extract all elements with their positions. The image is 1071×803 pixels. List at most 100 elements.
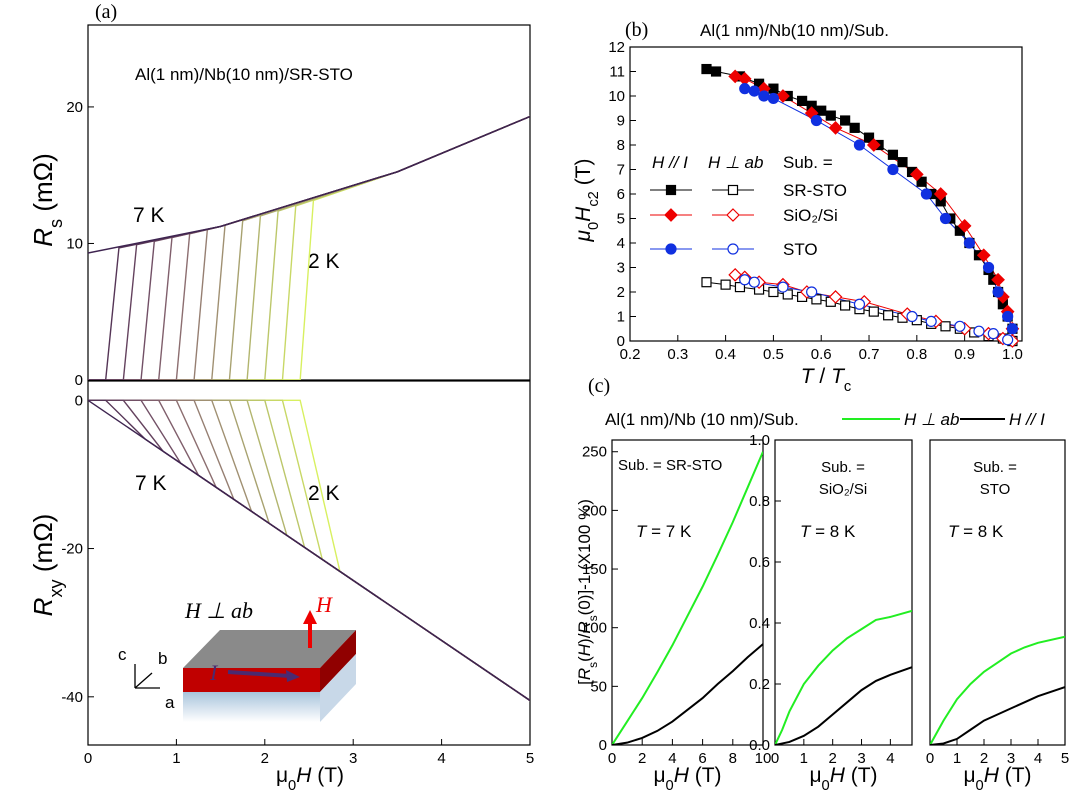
label-part: 0 [976,778,984,794]
label-part: (T) [689,764,722,787]
label-part: [ [575,680,594,685]
y-tick-label: 0.6 [749,554,770,571]
x-tick-label: 4 [668,750,676,767]
annotation: SiO₂/Si [819,481,867,498]
label-part: H [830,764,846,787]
label-part: = 7 K [646,522,692,541]
series-line [612,451,763,745]
label-part: R [28,598,58,617]
marker [982,261,995,274]
y-tick-label: 1.0 [749,432,770,449]
y-tick-label: 150 [582,561,607,578]
plot-frame [87,24,531,381]
series-group [612,451,763,745]
series-line [930,686,1065,745]
annotation: T = 7 K [636,522,692,541]
annotation: T = 8 K [800,522,856,541]
annotation: Al(1 nm)/Nb(10 nm)/SR-STO [135,65,353,84]
y-tick-label: 0.4 [749,615,770,632]
label-part: 0 [822,778,830,794]
substrate [183,692,320,722]
label-part: T [636,522,648,541]
plot-frame [929,439,1066,746]
label-part: μ [963,764,975,787]
label-part: H [984,764,1000,787]
marker [940,321,951,332]
marker [810,114,823,127]
label-part: μ [653,764,665,787]
x-tick-label: 2 [980,750,988,767]
x-axis-label: μ0H (T) [809,764,877,794]
x-tick-label: 2 [261,750,269,767]
inset: H ⊥ ab c b a I H [118,592,356,722]
chart-title: Al(1 nm)/Nb (10 nm)/Sub. [605,410,799,429]
marker [897,157,908,168]
marker [957,219,972,233]
label-part: μ [276,764,288,787]
legend-label: H // I [1009,410,1045,429]
label-part: H [572,206,595,222]
x-tick-label: 0.5 [763,346,784,363]
axes-triad [134,664,160,689]
marker [992,286,1004,298]
y-axis-label: Rs (mΩ) [28,153,66,247]
annotation: T = 8 K [948,522,1004,541]
x-tick-label: 4 [1034,750,1042,767]
y-tick-label: 100 [582,620,607,637]
marker [758,90,770,102]
marker [920,188,932,200]
marker [828,121,843,135]
x-tick-label: 8 [729,750,737,767]
x-tick-label: 0.7 [859,346,880,363]
y-tick-label: 200 [582,502,607,519]
marker [728,69,743,84]
series-group [930,635,1065,745]
marker [973,325,985,337]
legend-marker [665,184,677,196]
label-part: R [575,668,594,680]
x-tick-label: 4 [437,750,445,767]
y-tick-label: 0 [599,737,607,754]
y-axis-label: Rxy (mΩ) [28,514,66,617]
label-part: c [844,379,851,395]
marker [963,237,976,249]
marker [816,105,827,116]
x-tick-label: 0.8 [906,346,927,363]
x-tick-label: 0 [771,750,779,767]
marker [991,272,1005,287]
current-arrowhead [286,670,300,682]
marker [806,286,818,298]
label-part: s [46,219,66,228]
label-part: (mΩ) [28,153,58,219]
y-tick-label: 10 [66,235,83,252]
label-part: c2 [586,191,602,207]
y-tick-label: 8 [617,137,625,154]
y-tick-label: -40 [61,689,83,706]
annotation: 7 K [135,472,167,495]
series-group [775,609,912,745]
label-part: T [948,522,960,541]
label-part: (T) [845,764,878,787]
y-tick-label: 1 [617,309,625,326]
annotation: H ⊥ ab [184,598,253,623]
series-line [88,399,530,702]
marker [796,95,808,107]
annotation: a [165,693,175,712]
legend-marker [726,208,740,222]
marker [701,63,712,75]
series-line [88,115,530,254]
y-tick-label: 0.8 [749,493,770,510]
label-part: s [586,662,600,668]
label-part: (mΩ) [28,514,58,580]
series-line [88,115,530,380]
marker [701,277,712,288]
marker [748,276,760,288]
substrate-side [320,654,356,722]
y-axis-label: [Rs(H)/Rs(0)]-1 (X100 %) [575,499,600,685]
y-tick-label: 250 [582,444,607,461]
panel-label: (c) [588,375,610,397]
y-tick-label: 6 [617,186,625,203]
label-part: (T) [572,158,595,191]
x-tick-label: 10 [755,750,772,767]
